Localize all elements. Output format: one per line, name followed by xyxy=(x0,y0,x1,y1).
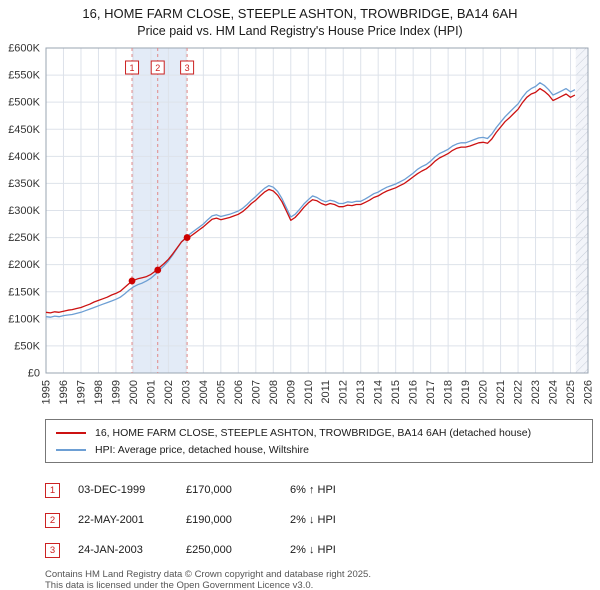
footer-line-2: This data is licensed under the Open Gov… xyxy=(45,580,314,590)
svg-text:2016: 2016 xyxy=(408,380,420,404)
sale-row-2: 2 22-MAY-2001 £190,000 2% ↓ HPI xyxy=(45,505,600,535)
sale-hpi-change: 6% ↑ HPI xyxy=(290,484,336,496)
svg-text:2011: 2011 xyxy=(320,380,332,404)
svg-text:£100K: £100K xyxy=(8,313,40,325)
svg-text:2015: 2015 xyxy=(390,380,402,404)
svg-text:2017: 2017 xyxy=(425,380,437,404)
chart-subtitle: Price paid vs. HM Land Registry's House … xyxy=(137,24,463,38)
sales-table: 1 03-DEC-1999 £170,000 6% ↑ HPI 2 22-MAY… xyxy=(45,475,600,565)
svg-text:£600K: £600K xyxy=(8,43,40,55)
svg-text:2001: 2001 xyxy=(145,380,157,404)
svg-text:2003: 2003 xyxy=(180,380,192,404)
svg-text:2004: 2004 xyxy=(198,380,210,404)
svg-text:2005: 2005 xyxy=(215,380,227,404)
property-line-swatch xyxy=(56,431,86,434)
svg-text:2021: 2021 xyxy=(495,380,507,404)
svg-text:1999: 1999 xyxy=(110,380,122,404)
svg-text:2013: 2013 xyxy=(355,380,367,404)
sale-number-badge: 3 xyxy=(45,542,60,558)
svg-text:2014: 2014 xyxy=(373,380,385,404)
sale-number-badge: 1 xyxy=(45,482,60,498)
legend-property-label: 16, HOME FARM CLOSE, STEEPLE ASHTON, TRO… xyxy=(95,426,532,439)
svg-text:2020: 2020 xyxy=(478,380,490,404)
price-chart-svg: 1 2 3 £0 £50K £100K £150K £200K £250K £300K £350K £… xyxy=(8,43,595,405)
sale-date: 24-JAN-2003 xyxy=(78,544,143,556)
price-chart: 1 2 3 £0 £50K £100K £150K £200K £250K £300K £350K £… xyxy=(0,40,600,415)
svg-text:2009: 2009 xyxy=(285,380,297,404)
sale-date: 03-DEC-1999 xyxy=(78,484,146,496)
svg-text:£50K: £50K xyxy=(14,340,40,352)
hpi-line-swatch xyxy=(56,448,86,451)
svg-text:2022: 2022 xyxy=(513,380,525,404)
sale-hpi-change: 2% ↓ HPI xyxy=(290,514,336,526)
sale-hpi-change: 2% ↓ HPI xyxy=(290,544,336,556)
svg-text:£500K: £500K xyxy=(8,97,40,109)
svg-text:2008: 2008 xyxy=(268,380,280,404)
svg-text:£150K: £150K xyxy=(8,286,40,298)
svg-text:2010: 2010 xyxy=(303,380,315,404)
svg-text:£400K: £400K xyxy=(8,151,40,163)
svg-text:2000: 2000 xyxy=(128,380,140,404)
sale-date: 22-MAY-2001 xyxy=(78,514,145,526)
svg-text:£250K: £250K xyxy=(8,232,40,244)
svg-text:2023: 2023 xyxy=(530,380,542,404)
svg-text:2012: 2012 xyxy=(338,380,350,404)
svg-text:£300K: £300K xyxy=(8,205,40,217)
svg-text:1997: 1997 xyxy=(75,380,87,404)
legend-entry-property: 16, HOME FARM CLOSE, STEEPLE ASHTON, TRO… xyxy=(56,424,582,441)
footer-line-1: Contains HM Land Registry data © Crown c… xyxy=(45,569,371,580)
sale-price: £190,000 xyxy=(186,514,232,526)
svg-text:2: 2 xyxy=(155,63,160,73)
svg-text:£550K: £550K xyxy=(8,70,40,82)
svg-text:£450K: £450K xyxy=(8,124,40,136)
svg-text:1: 1 xyxy=(130,63,135,73)
svg-text:1995: 1995 xyxy=(41,380,53,404)
svg-text:£350K: £350K xyxy=(8,178,40,190)
svg-text:2019: 2019 xyxy=(460,380,472,404)
svg-text:2018: 2018 xyxy=(443,380,455,404)
license-footer: Contains HM Land Registry data © Crown c… xyxy=(45,569,600,590)
svg-text:2025: 2025 xyxy=(565,380,577,404)
svg-text:1998: 1998 xyxy=(93,380,105,404)
chart-legend: 16, HOME FARM CLOSE, STEEPLE ASHTON, TRO… xyxy=(45,419,593,463)
svg-text:£0: £0 xyxy=(28,368,40,380)
svg-text:2024: 2024 xyxy=(548,380,560,404)
svg-text:2006: 2006 xyxy=(233,380,245,404)
sale-row-3: 3 24-JAN-2003 £250,000 2% ↓ HPI xyxy=(45,535,600,565)
chart-header: 16, HOME FARM CLOSE, STEEPLE ASHTON, TRO… xyxy=(0,0,600,39)
svg-text:2026: 2026 xyxy=(583,380,595,404)
svg-text:1996: 1996 xyxy=(58,380,70,404)
sale-number-badge: 2 xyxy=(45,512,60,528)
svg-text:2007: 2007 xyxy=(250,380,262,404)
legend-entry-hpi: HPI: Average price, detached house, Wilt… xyxy=(56,441,582,458)
svg-text:3: 3 xyxy=(185,63,190,73)
svg-text:2002: 2002 xyxy=(163,380,175,404)
sale-price: £170,000 xyxy=(186,484,232,496)
legend-hpi-label: HPI: Average price, detached house, Wilt… xyxy=(95,443,310,456)
sale-price: £250,000 xyxy=(186,544,232,556)
svg-text:£200K: £200K xyxy=(8,259,40,271)
sale-row-1: 1 03-DEC-1999 £170,000 6% ↑ HPI xyxy=(45,475,600,505)
page-title: 16, HOME FARM CLOSE, STEEPLE ASHTON, TRO… xyxy=(82,6,518,21)
